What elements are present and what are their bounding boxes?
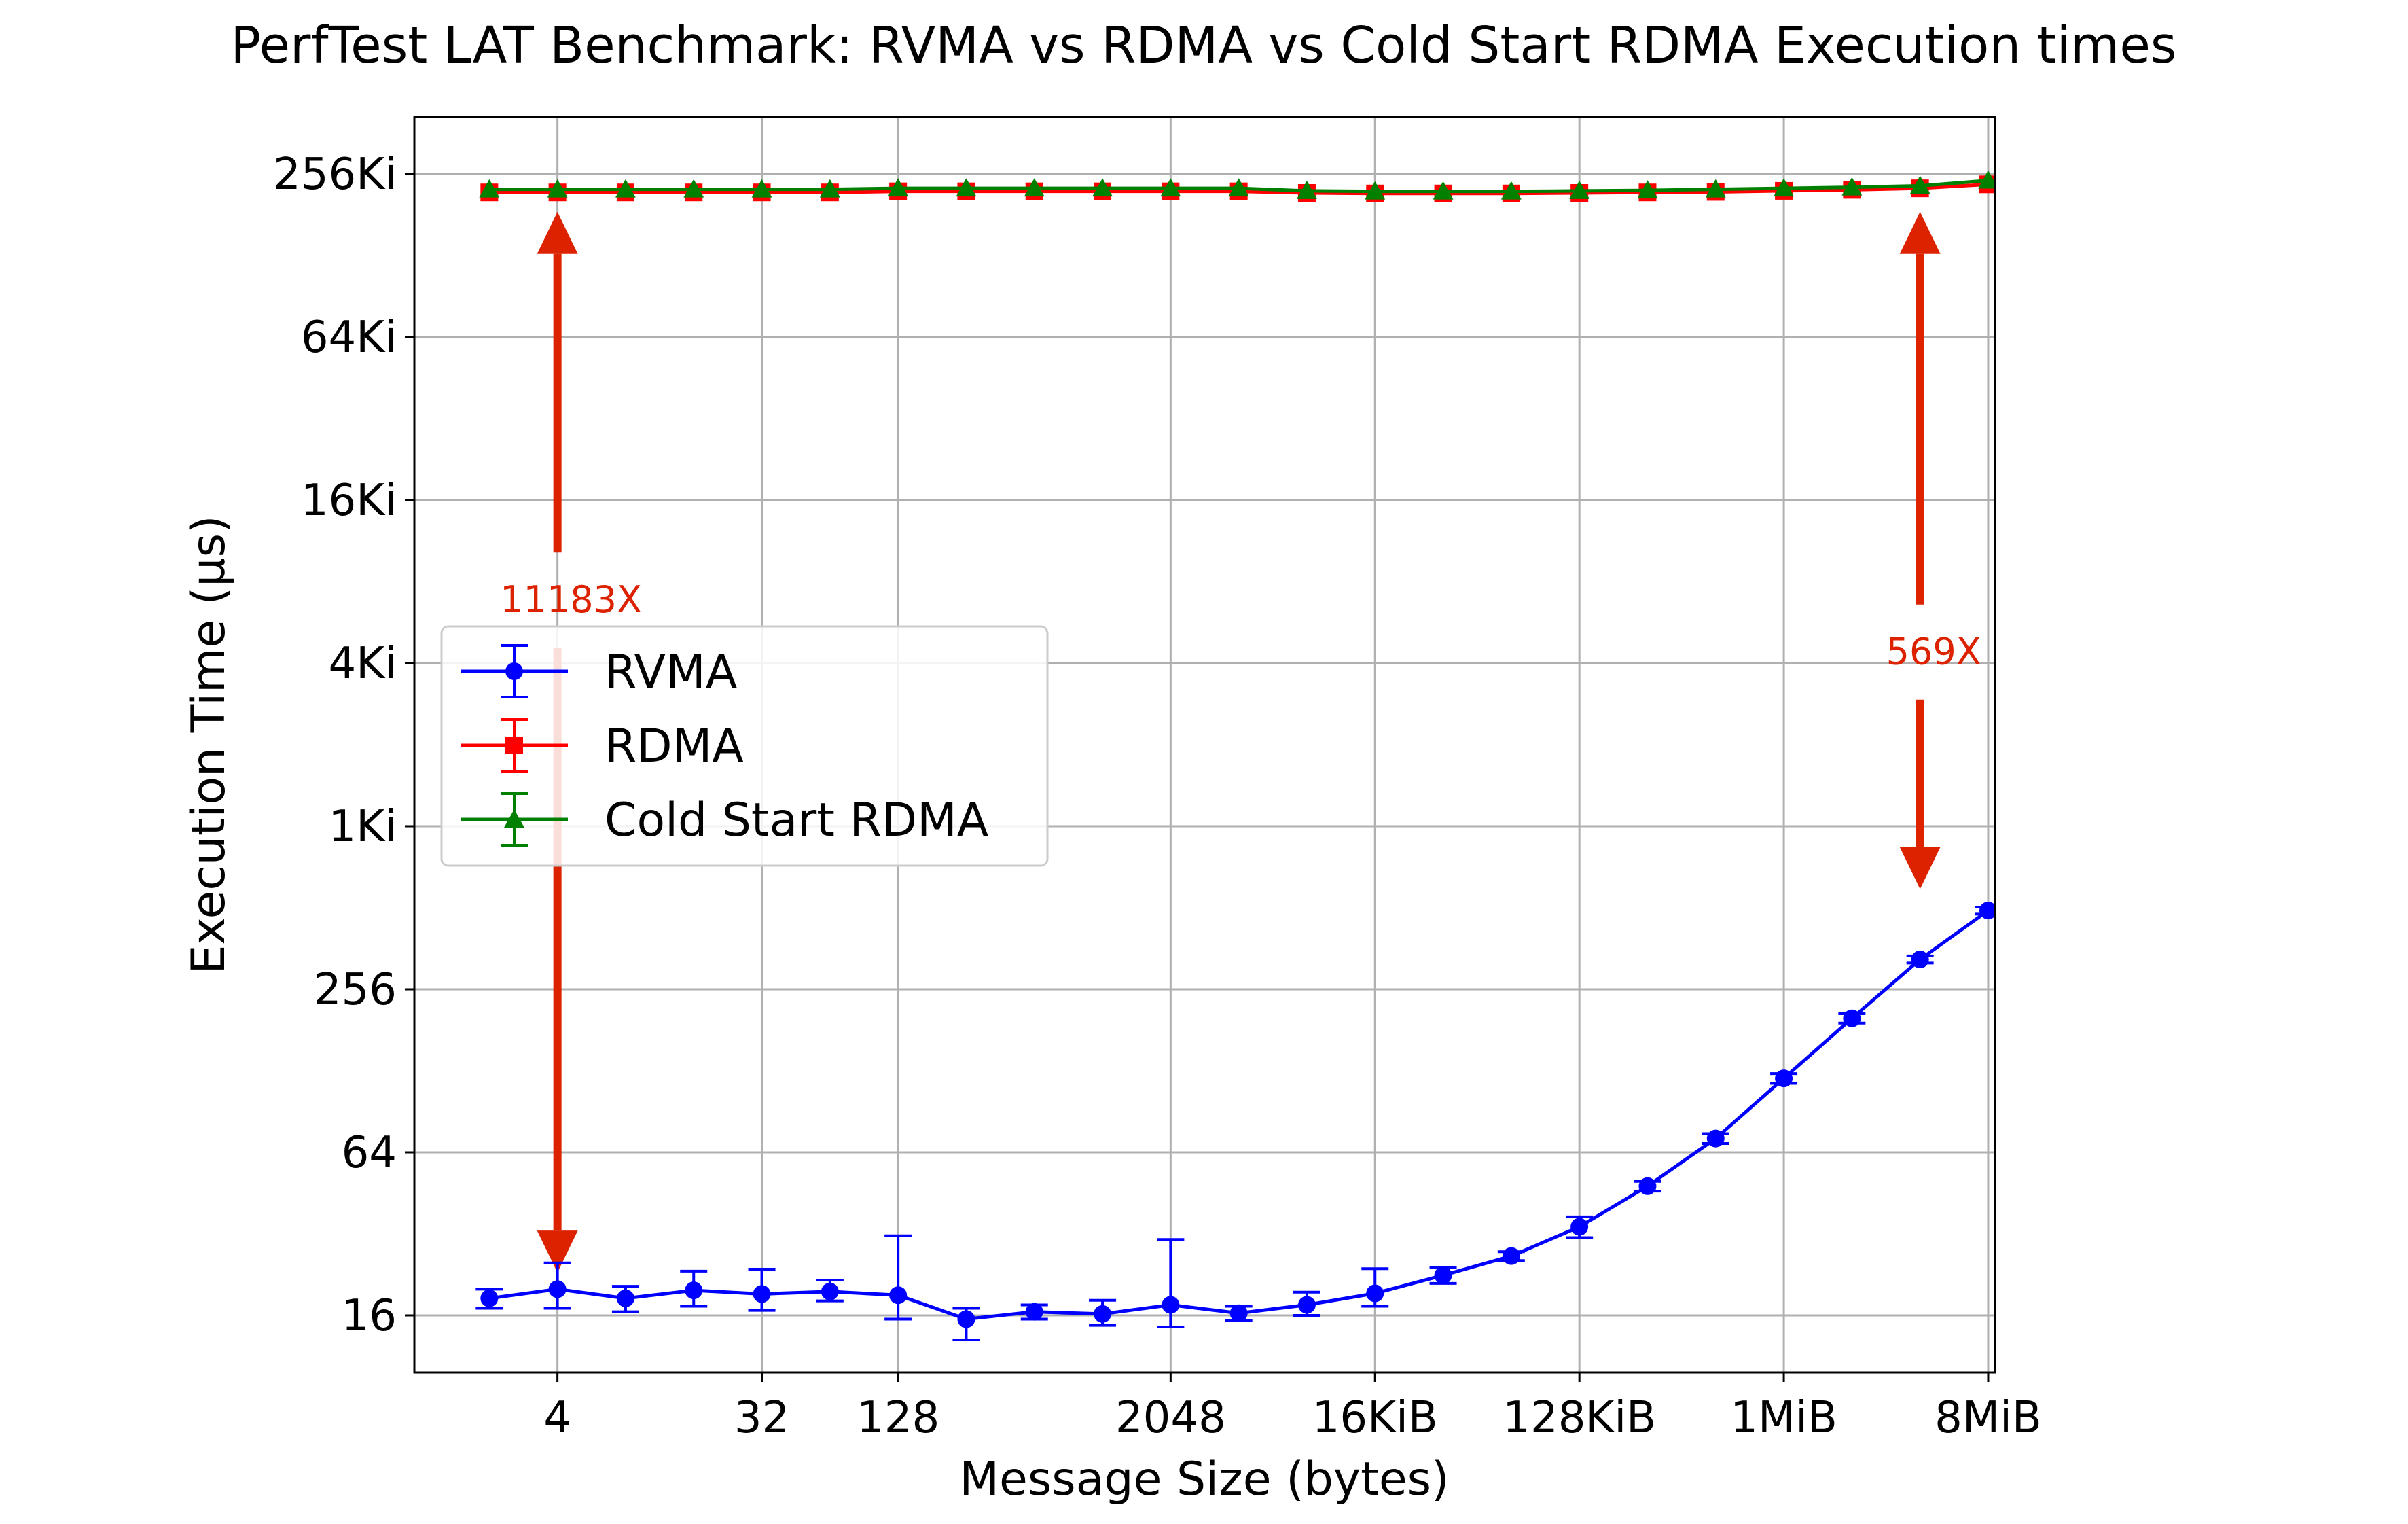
y-tick-label: 256Ki bbox=[273, 149, 397, 200]
data-point bbox=[1775, 1069, 1793, 1088]
data-point bbox=[753, 1285, 771, 1303]
x-tick-label: 128 bbox=[857, 1393, 939, 1443]
data-point bbox=[548, 1280, 567, 1298]
chart-title: PerfTest LAT Benchmark: RVMA vs RDMA vs … bbox=[231, 16, 2177, 75]
data-point bbox=[505, 737, 523, 754]
data-point bbox=[1978, 170, 1995, 189]
data-point bbox=[1911, 951, 1929, 969]
data-point bbox=[1638, 1177, 1657, 1195]
series-rvma bbox=[475, 902, 1995, 1341]
x-tick-label: 32 bbox=[734, 1393, 789, 1443]
x-tick-label: 4 bbox=[543, 1393, 571, 1443]
x-axis-ticks: 4 32 128 2048 16KiB 128KiB 1MiB 8MiB bbox=[543, 1372, 2042, 1443]
data-point bbox=[1570, 1218, 1589, 1236]
data-point bbox=[504, 809, 524, 828]
data-point bbox=[1569, 180, 1590, 199]
arrow-head-up bbox=[1899, 211, 1941, 254]
data-point bbox=[1229, 1304, 1248, 1322]
y-tick-label: 64Ki bbox=[301, 313, 397, 363]
data-point bbox=[1160, 178, 1181, 197]
series-cold-start-rdma bbox=[479, 170, 1995, 200]
x-tick-label: 2048 bbox=[1115, 1393, 1226, 1443]
data-point bbox=[1434, 1266, 1452, 1284]
data-point bbox=[1843, 1009, 1861, 1027]
data-point bbox=[683, 179, 704, 198]
legend-label: Cold Start RDMA bbox=[605, 794, 988, 847]
data-point bbox=[1637, 180, 1658, 199]
ratio-label: 11183X bbox=[500, 578, 642, 621]
data-point bbox=[1228, 178, 1249, 197]
data-point bbox=[1162, 1296, 1180, 1314]
data-point bbox=[1705, 179, 1726, 198]
y-tick-label: 16Ki bbox=[301, 476, 397, 526]
data-point bbox=[888, 178, 909, 197]
data-point bbox=[505, 662, 523, 680]
data-point bbox=[1092, 178, 1113, 197]
data-point bbox=[1433, 181, 1454, 200]
data-point bbox=[1365, 181, 1386, 200]
y-tick-label: 64 bbox=[342, 1128, 397, 1178]
data-point bbox=[685, 1281, 703, 1300]
data-point bbox=[1366, 1284, 1384, 1303]
legend-label: RVMA bbox=[605, 645, 737, 699]
data-point bbox=[957, 1310, 975, 1328]
data-point bbox=[1094, 1305, 1112, 1323]
legend-item: Cold Start RDMA bbox=[461, 792, 988, 847]
data-series bbox=[475, 170, 1995, 1341]
y-tick-label: 256 bbox=[314, 965, 397, 1015]
data-point bbox=[1979, 902, 1995, 920]
x-tick-label: 1MiB bbox=[1730, 1393, 1837, 1443]
data-point bbox=[1502, 1247, 1520, 1265]
y-tick-label: 1Ki bbox=[329, 802, 397, 852]
data-point bbox=[821, 1282, 839, 1300]
data-point bbox=[1774, 178, 1795, 197]
data-point bbox=[1297, 180, 1317, 199]
data-point bbox=[480, 1289, 499, 1307]
legend-item: RVMA bbox=[461, 644, 737, 699]
x-tick-label: 128KiB bbox=[1503, 1393, 1656, 1443]
data-point bbox=[819, 179, 840, 198]
data-point bbox=[889, 1286, 908, 1305]
y-tick-label: 16 bbox=[342, 1291, 397, 1341]
data-point bbox=[956, 178, 977, 197]
data-point bbox=[1500, 181, 1522, 200]
y-axis-ticks: 16 64 256 1Ki 4Ki 16Ki 64Ki 256Ki bbox=[273, 149, 414, 1341]
legend-box bbox=[440, 625, 1049, 867]
data-point bbox=[1909, 175, 1930, 194]
y-axis-label: Execution Time (µs) bbox=[182, 515, 236, 974]
arrow-head-down bbox=[537, 1230, 578, 1273]
ratio-label: 569X bbox=[1886, 631, 1981, 673]
data-point bbox=[616, 1289, 634, 1307]
ratio-arrow: 569X bbox=[1886, 211, 1981, 889]
arrow-head-down bbox=[1899, 847, 1941, 889]
arrow-head-up bbox=[537, 211, 578, 254]
data-point bbox=[1025, 1303, 1043, 1321]
legend-label: RDMA bbox=[605, 720, 744, 773]
data-point bbox=[615, 179, 636, 198]
x-tick-label: 16KiB bbox=[1312, 1393, 1438, 1443]
y-tick-label: 4Ki bbox=[329, 639, 397, 689]
data-point bbox=[1841, 177, 1863, 196]
plot-frame bbox=[413, 116, 1996, 1374]
data-point bbox=[1706, 1129, 1725, 1148]
data-point bbox=[547, 179, 568, 198]
grid bbox=[414, 117, 1995, 1372]
data-point bbox=[479, 179, 500, 198]
legend: RVMA RDMA Cold Start RDMA bbox=[440, 625, 1049, 867]
x-tick-label: 8MiB bbox=[1935, 1393, 2042, 1443]
data-point bbox=[751, 179, 772, 198]
legend-item: RDMA bbox=[461, 718, 744, 773]
error-bar bbox=[884, 1234, 912, 1321]
data-point bbox=[1297, 1296, 1316, 1314]
x-axis-label: Message Size (bytes) bbox=[959, 1453, 1449, 1506]
data-point bbox=[1024, 178, 1045, 197]
